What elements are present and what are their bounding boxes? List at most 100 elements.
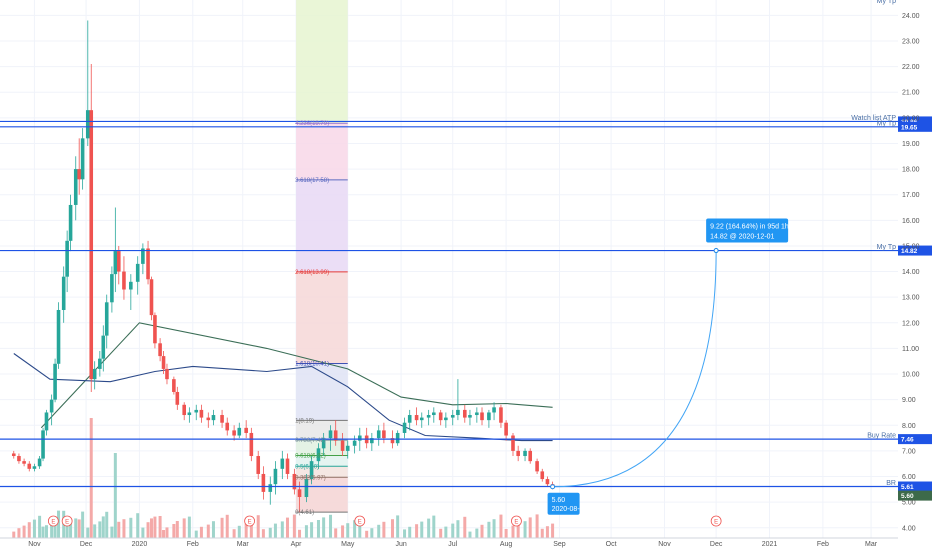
y-tick-label: 16.00 (902, 218, 920, 225)
price-tag: 7.46 (898, 434, 932, 445)
candle-body (297, 489, 302, 498)
volume-bar (444, 526, 448, 538)
projection-callout-bg (706, 218, 789, 243)
candle-body (316, 448, 321, 462)
fib-zone (296, 455, 348, 467)
volume-bar (285, 517, 289, 538)
x-tick-label: Jun (395, 541, 406, 548)
price-tag-value: 19.65 (901, 124, 918, 131)
top-right-label: My Tp (877, 0, 896, 5)
volume-bar (158, 516, 162, 538)
candle-body (104, 302, 109, 336)
time-axis[interactable]: Nov Dec 2020 Feb Mar Apr May Jun Jul Aug Sep Oct Nov… (0, 537, 898, 548)
price-axis[interactable]: 4.00 5.00 6.00 7.00 8.00 9.00 10.00 11.00 12.00 1… (902, 13, 920, 532)
earnings-event-marker (47, 515, 59, 527)
volume-bar (261, 529, 265, 538)
y-tick-label: 19.00 (902, 141, 920, 148)
price-tag: 14.82 (898, 245, 932, 256)
start-callout-bg (547, 492, 580, 515)
fib-level-label: 2.618(13.99) (295, 270, 329, 276)
candle-body (432, 412, 436, 416)
volume-bar (298, 529, 302, 538)
candle-body (340, 440, 345, 451)
volume-bar (89, 418, 93, 538)
ma-short-line (13, 353, 553, 442)
volume-bar (98, 521, 102, 538)
candle-body (80, 138, 85, 180)
fib-zone (296, 123, 348, 180)
candle-body (487, 412, 491, 421)
earnings-event-label: E (358, 520, 362, 526)
x-tick-label: Mar (237, 541, 250, 548)
volume-bar (146, 522, 150, 538)
volume-bar (12, 531, 16, 538)
earnings-event-marker (710, 515, 722, 527)
candle-body (68, 204, 73, 241)
volume-bar (329, 514, 333, 538)
candle-body (182, 404, 186, 416)
candle-body (268, 484, 273, 492)
candle-body (41, 430, 45, 459)
last-price-tag-value: 5.60 (901, 493, 914, 500)
earnings-event-label: E (65, 520, 69, 526)
volume-bar (439, 528, 443, 538)
volume-bar (256, 515, 260, 538)
candle-body (309, 461, 314, 480)
candle-body (49, 399, 54, 413)
candle-body (321, 438, 326, 449)
x-tick-label: Aug (500, 541, 513, 548)
candle-body (22, 461, 26, 464)
x-tick-label: Sep (553, 541, 566, 548)
volume-bar (346, 523, 350, 538)
candle-body (545, 479, 550, 485)
volume-bar (149, 518, 153, 538)
volume-bar (237, 525, 241, 538)
event-markers: E E E E EE (47, 515, 722, 527)
volume-bar (451, 523, 455, 538)
volume-bar (370, 528, 374, 538)
volume-bar (535, 514, 539, 538)
volume-bar (53, 516, 57, 538)
volume-bar (322, 517, 326, 538)
candle-body (65, 240, 69, 277)
projection-arc: 9.22 (164.64%) in 95d 1h 14.82 @ 2020-12-… (547, 218, 789, 515)
candle-body (161, 356, 166, 369)
fib-level-label: 0.5(6.40) (295, 464, 319, 470)
volume-bar (44, 525, 48, 538)
candle-body (402, 422, 407, 433)
volume-bar (122, 519, 126, 538)
volume-bar (74, 518, 78, 538)
volume-bar (268, 527, 272, 538)
volume-bar (427, 518, 431, 538)
candle-body (504, 422, 508, 436)
candle-body (153, 315, 157, 344)
candle-body (141, 248, 145, 264)
projection-start-point (550, 484, 556, 490)
volume-bar (93, 524, 97, 538)
candle-body (110, 274, 114, 303)
candle-body (53, 363, 57, 400)
candle-body (382, 430, 386, 439)
volume-bar (280, 521, 284, 538)
volume-bar (182, 518, 186, 538)
y-tick-label: 20.00 (902, 115, 920, 122)
candle-body (135, 263, 140, 282)
candle-body (450, 415, 455, 418)
volume-bar (273, 523, 277, 538)
price-tag-bg (898, 245, 932, 256)
volume-bar (22, 525, 26, 538)
candle-body (261, 473, 266, 492)
volume-bar (382, 521, 386, 538)
volume-bar (551, 523, 555, 538)
y-tick-label: 5.00 (902, 500, 916, 507)
last-price-tag-bg (898, 490, 932, 501)
x-tick-label: Dec (80, 541, 93, 548)
price-tag-value: 7.46 (901, 437, 914, 444)
candle-body (175, 391, 180, 405)
candle-body (419, 417, 424, 421)
x-tick-label: Nov (658, 541, 671, 548)
candle-body (113, 251, 118, 275)
volume-bar (110, 526, 114, 538)
y-tick-label: 9.00 (902, 397, 916, 404)
